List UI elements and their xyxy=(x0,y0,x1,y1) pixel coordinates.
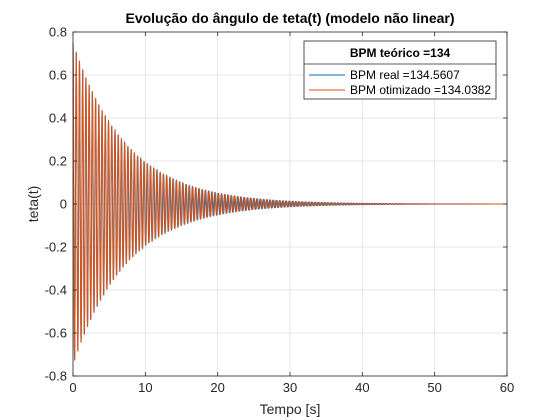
x-tick-label: 30 xyxy=(283,380,297,395)
x-tick-label: 20 xyxy=(210,380,224,395)
y-tick-label: -0.6 xyxy=(45,326,67,341)
y-tick-label: 0 xyxy=(60,197,67,212)
y-tick-label: -0.2 xyxy=(45,240,67,255)
series-lines xyxy=(72,42,507,361)
x-tick-label: 50 xyxy=(427,380,441,395)
legend-box xyxy=(303,40,497,100)
legend-entry-otimizado: BPM otimizado =134.0382 xyxy=(350,83,491,97)
chart-title: Evolução do ângulo de teta(t) (modelo nã… xyxy=(125,10,454,26)
x-tick-label: 0 xyxy=(69,380,76,395)
y-axis-label: teta(t) xyxy=(25,186,41,223)
y-tick-label: -0.4 xyxy=(45,283,67,298)
series-line-1 xyxy=(72,42,507,361)
axis-ticks: 0 10 20 30 40 50 60 -0.8 -0.6 -0.4 -0.2 0 0.2 0.4 0.6 0… xyxy=(45,25,515,396)
y-tick-label: -0.8 xyxy=(45,369,67,384)
x-tick-label: 40 xyxy=(355,380,369,395)
y-tick-label: 0.4 xyxy=(49,111,67,126)
legend: BPM teórico =134 BPM real =134.5607 BPM … xyxy=(303,40,497,100)
legend-entry-real: BPM real =134.5607 xyxy=(350,68,460,82)
y-tick-label: 0.2 xyxy=(49,154,67,169)
x-tick-label: 10 xyxy=(138,380,152,395)
legend-title: BPM teórico =134 xyxy=(350,46,451,60)
x-tick-label: 60 xyxy=(500,380,514,395)
y-tick-label: 0.6 xyxy=(49,68,67,83)
x-axis-label: Tempo [s] xyxy=(260,401,321,417)
y-tick-label: 0.8 xyxy=(49,25,67,40)
